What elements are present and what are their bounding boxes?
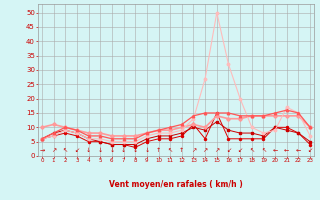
X-axis label: Vent moyen/en rafales ( km/h ): Vent moyen/en rafales ( km/h ) (109, 180, 243, 189)
